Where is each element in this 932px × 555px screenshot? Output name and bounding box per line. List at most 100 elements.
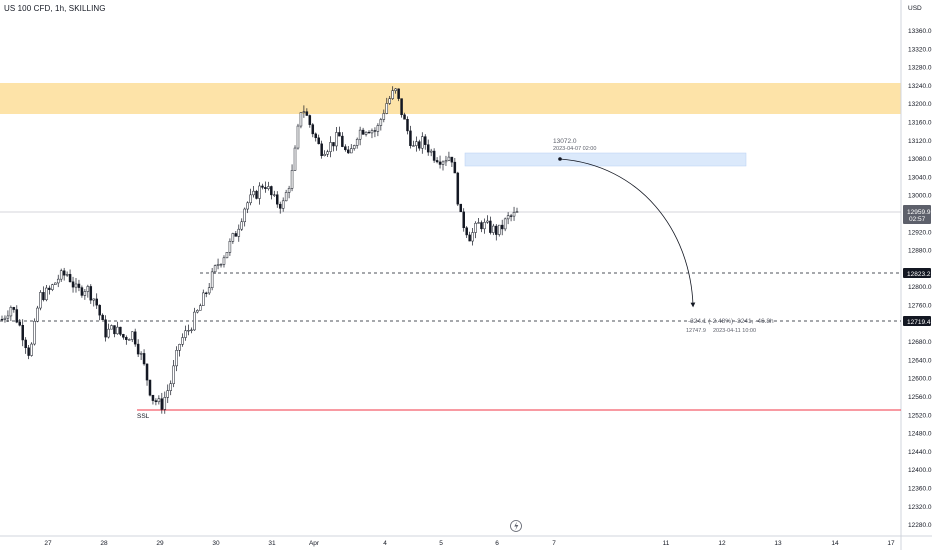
level-1-value: 12823.2: [907, 271, 931, 278]
candle-body: [199, 305, 202, 311]
current-price-badge: [903, 205, 931, 224]
author-label: SKILLING: [68, 4, 106, 13]
candle-body: [252, 190, 255, 196]
candle-body: [3, 317, 7, 320]
candle-body: [148, 379, 152, 396]
candle-body: [506, 215, 510, 220]
candles-group: [0, 86, 519, 414]
candle-body: [352, 145, 356, 149]
candle-body: [489, 220, 492, 233]
candle-body: [471, 232, 474, 242]
candle-body: [71, 281, 75, 288]
candle-body: [0, 318, 4, 321]
price-tick-label: 12640.0: [908, 357, 932, 364]
supply-zone[interactable]: [0, 83, 901, 114]
candle-body: [6, 315, 10, 319]
candle-body: [441, 161, 445, 165]
candle-body: [169, 383, 172, 391]
candle-body: [80, 287, 84, 296]
candle-body: [397, 88, 400, 99]
time-tick-label: 29: [156, 540, 164, 547]
candle-body: [74, 283, 78, 288]
candle-body: [59, 270, 63, 280]
candle-body: [234, 233, 238, 237]
candle-body: [403, 114, 406, 120]
candle-body: [145, 363, 149, 381]
candle-body: [465, 227, 468, 236]
candle-body: [418, 141, 421, 149]
candle-body: [278, 203, 282, 209]
currency-label: USD: [908, 5, 922, 12]
time-tick-label: 17: [887, 540, 895, 547]
time-tick-label: 4: [383, 540, 387, 547]
candle-body: [258, 185, 261, 199]
candle-body: [204, 292, 208, 294]
candle-body: [130, 331, 134, 340]
candle-body: [36, 307, 39, 322]
time-tick-label: 12: [718, 540, 726, 547]
replay-lightning-icon[interactable]: [510, 520, 522, 532]
level-1-badge: [903, 268, 931, 278]
candle-body: [477, 222, 480, 224]
candle-body: [432, 150, 436, 161]
candle-body: [119, 326, 122, 335]
candle-body: [110, 325, 113, 330]
candle-body: [438, 161, 442, 165]
candle-body: [83, 291, 87, 296]
candle-body: [193, 311, 196, 331]
candle-body: [62, 270, 66, 276]
candle-body: [104, 319, 107, 338]
candle-body: [456, 172, 460, 205]
target-zone[interactable]: [464, 152, 747, 167]
candle-body: [270, 186, 273, 196]
price-tick-label: 12480.0: [908, 431, 932, 438]
measure-time-label: 2023-04-11 10:00: [713, 328, 756, 334]
candle-body: [497, 224, 501, 235]
time-tick-label: 13: [774, 540, 782, 547]
candle-body: [409, 130, 412, 146]
candle-body: [86, 286, 90, 292]
candle-body: [181, 337, 184, 345]
candle-body: [287, 188, 291, 193]
candle-body: [18, 321, 22, 326]
current-price-value: 12959.9: [907, 209, 931, 216]
price-tick-label: 13120.0: [908, 138, 932, 145]
candle-body: [54, 282, 57, 285]
projection-arc[interactable]: [559, 158, 696, 308]
target-time-label: 2023-04-07 02:00: [553, 146, 596, 152]
time-tick-label: 30: [212, 540, 220, 547]
candle-body: [30, 343, 33, 356]
candle-body: [486, 220, 489, 223]
time-tick-group: 27 28 29 30 31 Apr 4 5 6 7 11 12 13 14 17: [44, 540, 895, 547]
candle-body: [429, 150, 433, 153]
candle-body: [128, 339, 131, 341]
price-tick-label: 12440.0: [908, 449, 932, 456]
candle-body: [370, 130, 374, 134]
candle-body: [92, 298, 96, 301]
candle-body: [379, 119, 383, 126]
candle-body: [27, 347, 30, 356]
candle-body: [326, 151, 329, 155]
candle-body: [89, 286, 93, 301]
candle-body: [24, 339, 27, 348]
price-tick-label: 12320.0: [908, 504, 932, 511]
candle-body: [101, 314, 104, 321]
candle-body: [503, 218, 507, 230]
candle-body: [243, 208, 246, 223]
candle-body: [125, 337, 128, 340]
candle-body: [323, 153, 326, 156]
candle-body: [273, 194, 276, 196]
candle-body: [276, 194, 279, 205]
candle-body: [213, 265, 217, 273]
price-tick-label: 12880.0: [908, 248, 932, 255]
candle-body: [512, 211, 516, 217]
time-tick-label: 6: [495, 540, 499, 547]
candle-body: [163, 397, 167, 410]
candle-body: [338, 132, 341, 137]
candle-body: [492, 225, 495, 233]
candle-body: [373, 130, 377, 132]
candle-body: [364, 131, 368, 135]
candle-body: [225, 252, 229, 259]
